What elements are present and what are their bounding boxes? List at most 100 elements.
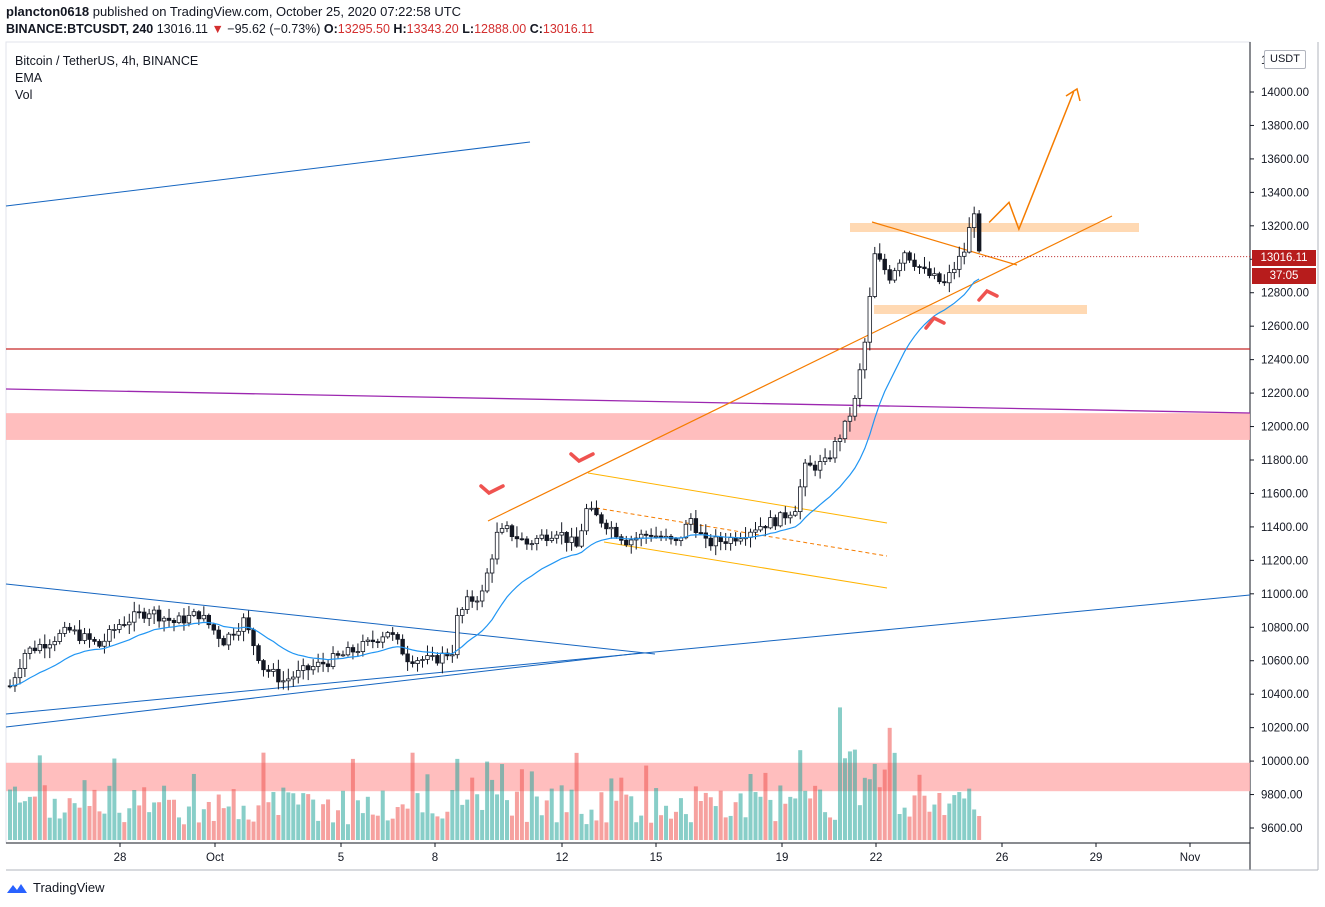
volume-indicator-label[interactable]: Vol (15, 88, 33, 102)
volume-bar (8, 789, 12, 840)
chart-legend: Bitcoin / TetherUS, 4h, BINANCE EMA Vol (15, 53, 198, 104)
candle-up (822, 457, 828, 462)
volume-bar (122, 822, 127, 840)
volume-bar (345, 824, 350, 840)
volume-bar (201, 809, 206, 840)
volume-bar (32, 796, 37, 840)
volume-bar (176, 817, 181, 840)
volume-bar (743, 817, 748, 840)
candle-down (211, 624, 216, 631)
candle-up (291, 676, 296, 680)
candle-down (122, 624, 127, 626)
candle-down (206, 614, 211, 626)
candle-up (957, 255, 962, 270)
volume-bar (271, 792, 276, 840)
candle-down (574, 536, 579, 547)
volume-bar (137, 805, 142, 840)
currency-badge[interactable]: USDT (1264, 50, 1306, 69)
volume-bar (609, 778, 614, 840)
volume-bar (713, 806, 718, 840)
candle-up (460, 609, 465, 616)
author-name[interactable]: plancton0618 (6, 4, 90, 19)
candle-up (415, 660, 420, 664)
volume-bar (321, 804, 326, 840)
volume-bar (445, 811, 450, 840)
candle-up (758, 526, 763, 531)
volume-bar (191, 773, 196, 840)
close-label: C: (529, 22, 543, 36)
candle-up (569, 536, 574, 543)
candle-up (862, 341, 868, 371)
price-zone-lower (6, 762, 1250, 792)
candle-up (683, 523, 689, 539)
candle-up (315, 661, 321, 667)
symbol-title[interactable]: Bitcoin / TetherUS, 4h, BINANCE (15, 54, 199, 68)
support-box (874, 305, 1087, 314)
candle-down (335, 653, 341, 656)
volume-bar (967, 788, 972, 840)
candle-down (405, 653, 410, 663)
volume-bar (172, 799, 177, 840)
x-tick-label: 26 (996, 852, 1009, 864)
candle-down (256, 645, 261, 661)
volume-bar (683, 814, 688, 840)
candle-up (902, 252, 907, 264)
volume-bar (947, 803, 952, 840)
volume-bar (12, 786, 17, 840)
volume-bar (92, 789, 97, 840)
candle-down (231, 633, 236, 636)
channel-mid-line (595, 507, 888, 557)
candle-up (842, 420, 848, 440)
volume-bar (818, 789, 823, 840)
candle-up (62, 626, 67, 634)
y-tick-label: 12600.00 (1261, 321, 1309, 333)
y-tick-label: 11400.00 (1261, 522, 1308, 534)
y-tick-label: 10400.00 (1261, 689, 1309, 701)
volume-bar (355, 800, 360, 840)
candle-down (812, 464, 818, 471)
volume-bar (400, 804, 405, 840)
volume-bar (594, 820, 599, 840)
candle-up (897, 262, 902, 272)
candle-up (539, 534, 544, 539)
candle-up (629, 539, 634, 546)
candle-up (380, 636, 385, 643)
high-value: 13343.20 (406, 22, 459, 36)
tradingview-logo[interactable]: TradingView (6, 880, 105, 895)
candle-up (112, 629, 117, 631)
ema-line (9, 278, 980, 687)
candle-up (107, 629, 112, 642)
volume-bar (624, 794, 629, 840)
volume-bar (162, 785, 167, 840)
candle-down (917, 266, 922, 268)
candle-up (301, 665, 306, 671)
volume-bar (505, 800, 509, 840)
price-zone-support (6, 413, 1250, 440)
volume-bar (693, 786, 698, 840)
candle-up (534, 537, 540, 545)
volume-bar (569, 789, 574, 840)
volume-bar (281, 787, 286, 840)
volume-bar (206, 801, 211, 840)
ema-indicator-label[interactable]: EMA (15, 71, 43, 85)
volume-bar (430, 813, 435, 840)
volume-bar (435, 816, 440, 840)
volume-bar (763, 772, 768, 840)
countdown-tag: 37:05 (1252, 268, 1316, 284)
candle-up (494, 531, 500, 560)
symbol-line: BINANCE:BTCUSDT, 240 (6, 22, 154, 36)
candle-up (584, 508, 589, 532)
volume-bar (226, 806, 231, 840)
upper-blue-trend-line (5, 141, 531, 207)
volume-bar (47, 817, 52, 840)
y-tick-label: 10200.00 (1261, 723, 1309, 735)
y-tick-label: 11000.00 (1261, 589, 1308, 601)
projection-arrowhead-icon (1065, 87, 1081, 102)
candle-up (549, 537, 554, 541)
volume-bar (828, 817, 833, 840)
volume-bar (340, 790, 345, 840)
candle-up (281, 680, 286, 683)
y-tick-label: 9800.00 (1261, 790, 1303, 802)
volume-bar (614, 800, 619, 840)
